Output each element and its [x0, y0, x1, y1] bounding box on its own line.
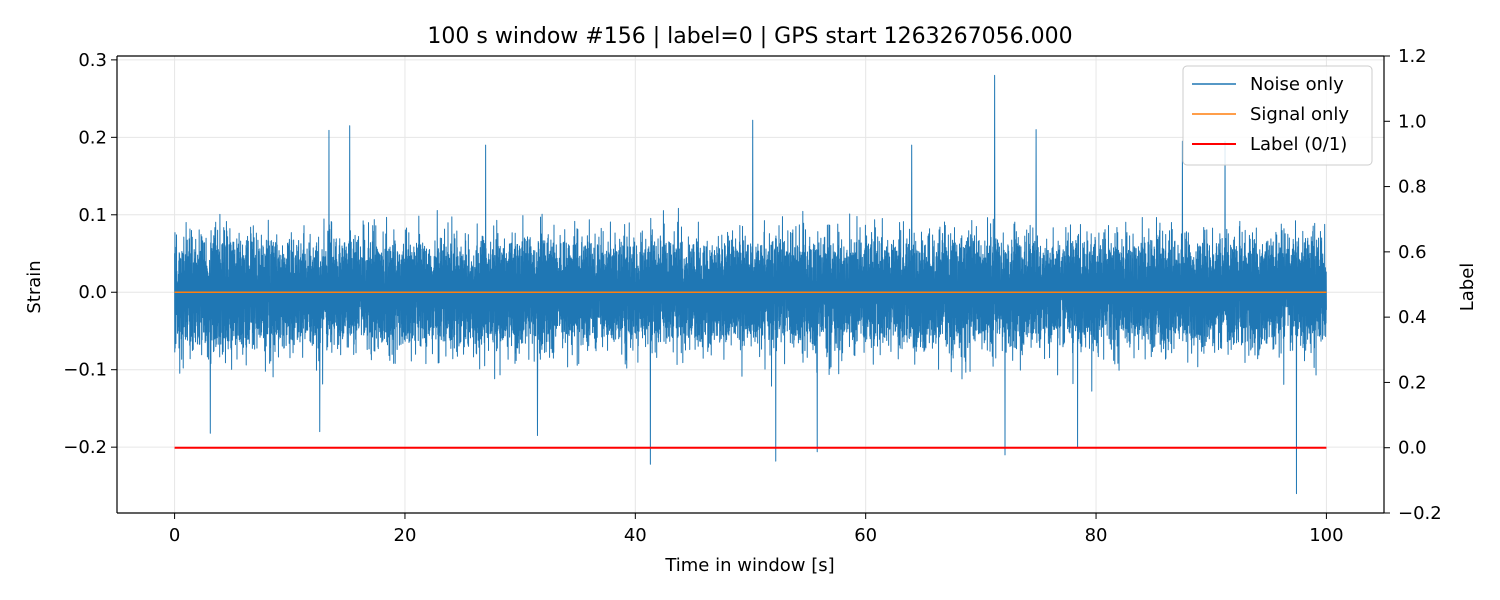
series-group	[174, 74, 1327, 495]
y-tick-label: 0.3	[78, 50, 107, 71]
x-tick-label: 60	[854, 525, 877, 546]
y-tick-label: −0.2	[63, 437, 107, 458]
x-axis-label: Time in window [s]	[664, 555, 834, 576]
legend-label-noise: Noise only	[1250, 74, 1344, 95]
chart-title: 100 s window #156 | label=0 | GPS start …	[427, 24, 1072, 49]
y2-tick-label: 0.0	[1398, 438, 1427, 459]
y-tick-label: 0.2	[78, 127, 107, 148]
series-noise-line	[174, 74, 1327, 495]
plot-area	[174, 74, 1327, 495]
axes: 0 20 40 60 80 100 −0.2 −0.1 0.0 0.1 0.2 0.3 −0.2 0.0 0…	[63, 46, 1441, 546]
y-tick-label: 0.0	[78, 282, 107, 303]
y2-tick-label: −0.2	[1398, 503, 1442, 524]
y2-tick-label: 0.8	[1398, 177, 1427, 198]
y2-tick-label: 0.6	[1398, 242, 1427, 263]
x-tick-label: 0	[169, 525, 180, 546]
y-tick-label: −0.1	[63, 360, 107, 381]
legend-label-signal: Signal only	[1250, 104, 1349, 125]
x-tick-label: 40	[624, 525, 647, 546]
y-tick-label: 0.1	[78, 205, 107, 226]
legend-label-label: Label (0/1)	[1250, 134, 1347, 155]
y2-axis-label: Label	[1457, 263, 1478, 312]
y2-tick-label: 0.4	[1398, 307, 1427, 328]
y-axis-label: Strain	[24, 260, 45, 313]
x-tick-label: 80	[1085, 525, 1108, 546]
x-tick-label: 100	[1309, 525, 1343, 546]
legend: Noise only Signal only Label (0/1)	[1182, 65, 1373, 166]
y2-tick-label: 0.2	[1398, 372, 1427, 393]
y2-tick-label: 1.0	[1398, 111, 1427, 132]
y2-tick-label: 1.2	[1398, 46, 1427, 67]
legend-box	[1182, 65, 1373, 166]
x-tick-label: 20	[394, 525, 417, 546]
